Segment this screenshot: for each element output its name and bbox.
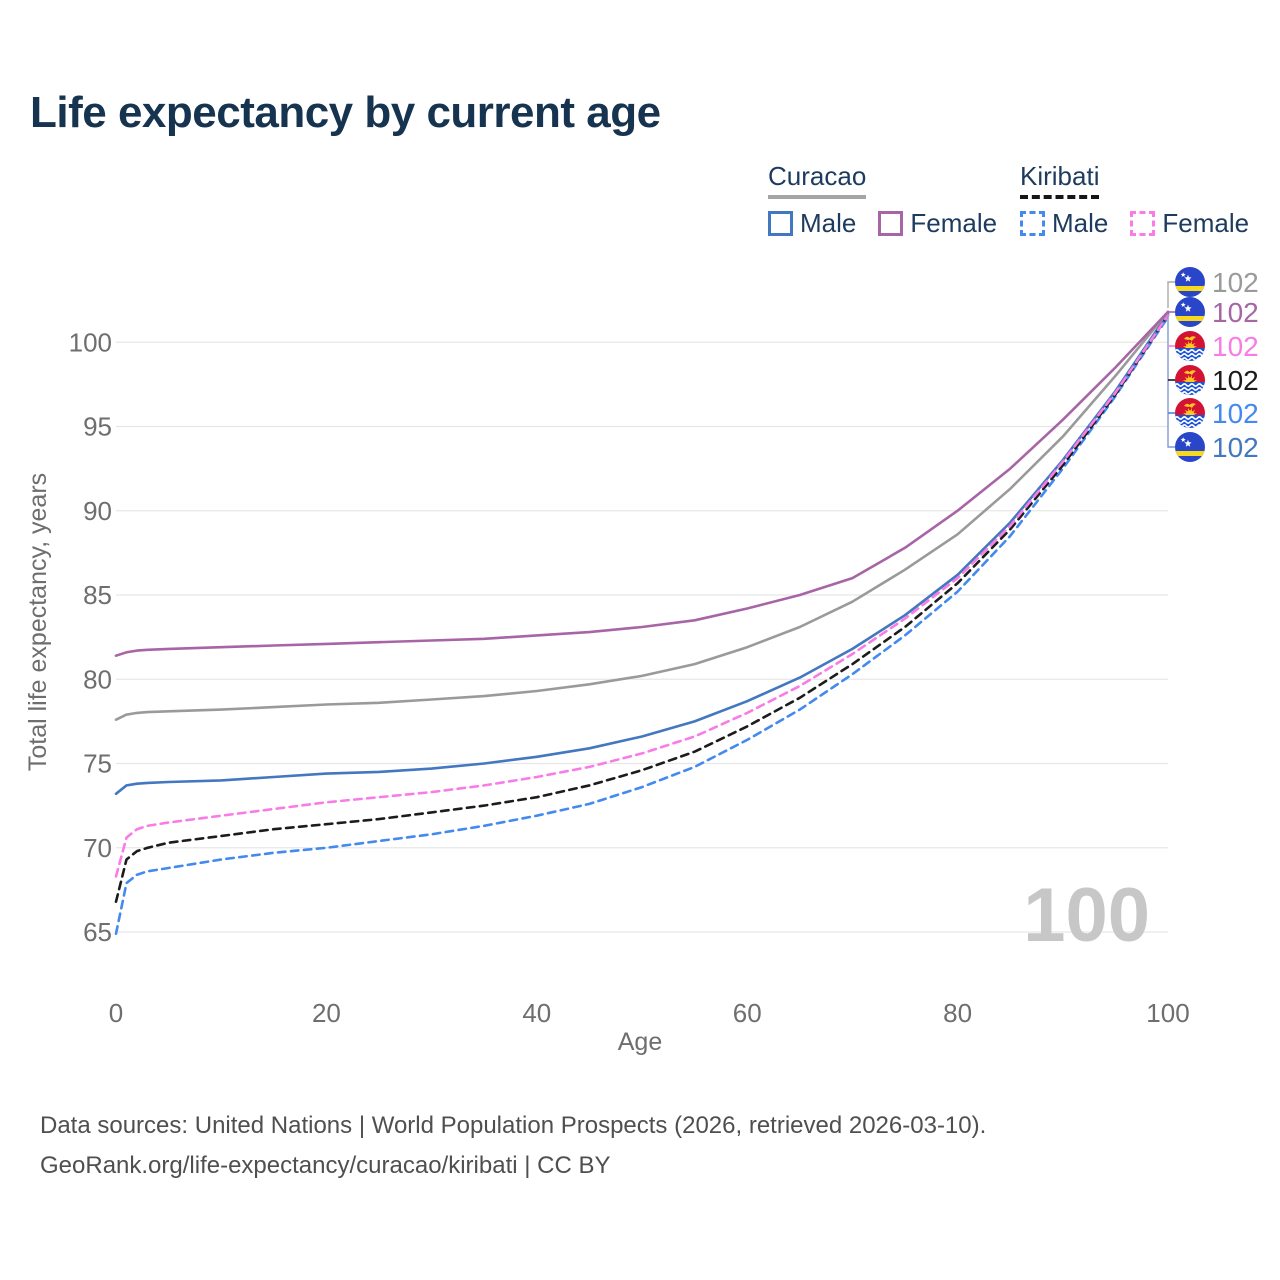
x-tick-label: 100 [1146,998,1189,1028]
x-tick-label: 20 [312,998,341,1028]
connector-top [1167,281,1175,308]
current-age-watermark: 100 [1023,873,1150,958]
end-label-curacao-total: 102 [1212,267,1259,298]
series-line-curacao-female [114,310,1170,657]
legend-item-kiribati-female[interactable]: Female [1130,208,1249,239]
legend-item-curacao-male[interactable]: Male [768,208,856,239]
y-tick-label: 70 [83,833,112,863]
legend-items-curacao: Male Female [768,208,997,239]
series-line-kiribati-total [114,314,1170,903]
connector-bottom [1167,316,1175,448]
x-tick-label: 60 [733,998,762,1028]
chart-footer: Data sources: United Nations | World Pop… [40,1106,986,1186]
y-tick-label: 100 [69,327,112,357]
legend-item-kiribati-male[interactable]: Male [1020,208,1108,239]
series-line-curacao-male [114,312,1170,796]
legend-country-kiribati[interactable]: Kiribati [1020,161,1100,199]
y-tick-label: 90 [83,496,112,526]
page-title: Life expectancy by current age [30,88,661,137]
y-tick-label: 75 [83,749,112,779]
kiribati-flag-icon [1175,331,1205,361]
y-axis-title: Total life expectancy, years [24,473,52,771]
x-tick-label: 80 [943,998,972,1028]
legend-group-curacao: Curacao Male Female [768,161,997,239]
chart-canvas: 65 70 75 80 85 90 95 100 0 20 40 60 80 100 Age Total li… [24,267,1259,1056]
attribution-line: GeoRank.org/life-expectancy/curacao/kiri… [40,1152,611,1179]
y-tick-label: 80 [83,664,112,694]
legend-item-label: Female [910,208,998,238]
y-tick-label: 95 [83,412,112,442]
end-label-curacao-male: 102 [1212,432,1259,463]
y-tick-label: 85 [83,580,112,610]
legend-country-curacao[interactable]: Curacao [768,161,867,199]
curacao-female-swatch-icon [878,211,904,236]
kiribati-flag-icon [1175,398,1205,428]
end-label-kiribati-male: 102 [1212,398,1259,429]
x-tick-label: 0 [109,998,123,1028]
end-label-kiribati-female: 102 [1212,331,1259,362]
end-label-curacao-female: 102 [1212,297,1259,328]
series-line-kiribati-female [114,314,1170,878]
x-tick-label: 40 [522,998,551,1028]
x-axis-title: Age [618,1028,662,1056]
series-line-kiribati-male [114,315,1170,935]
data-sources-line: Data sources: United Nations | World Pop… [40,1112,987,1139]
legend-item-label: Male [1052,208,1109,238]
curacao-male-swatch-icon [768,211,793,236]
series-lines [114,310,1170,935]
legend-item-label: Female [1162,208,1250,238]
curacao-flag-icon [1175,432,1205,462]
y-tick-label: 65 [83,917,112,947]
kiribati-male-swatch-icon [1020,211,1045,236]
series-line-curacao-total [114,310,1170,721]
curacao-flag-icon [1175,297,1205,327]
legend-item-label: Male [800,208,857,238]
gridlines: 65 70 75 80 85 90 95 100 0 20 40 60 80 100 [69,327,1190,1028]
curacao-flag-icon [1175,267,1205,297]
end-label-kiribati-total: 102 [1212,365,1259,396]
legend-group-kiribati: Kiribati Male Female [1020,161,1249,239]
kiribati-female-swatch-icon [1130,211,1156,236]
kiribati-flag-icon [1175,365,1205,395]
legend-items-kiribati: Male Female [1020,208,1249,239]
legend-item-curacao-female[interactable]: Female [878,208,997,239]
